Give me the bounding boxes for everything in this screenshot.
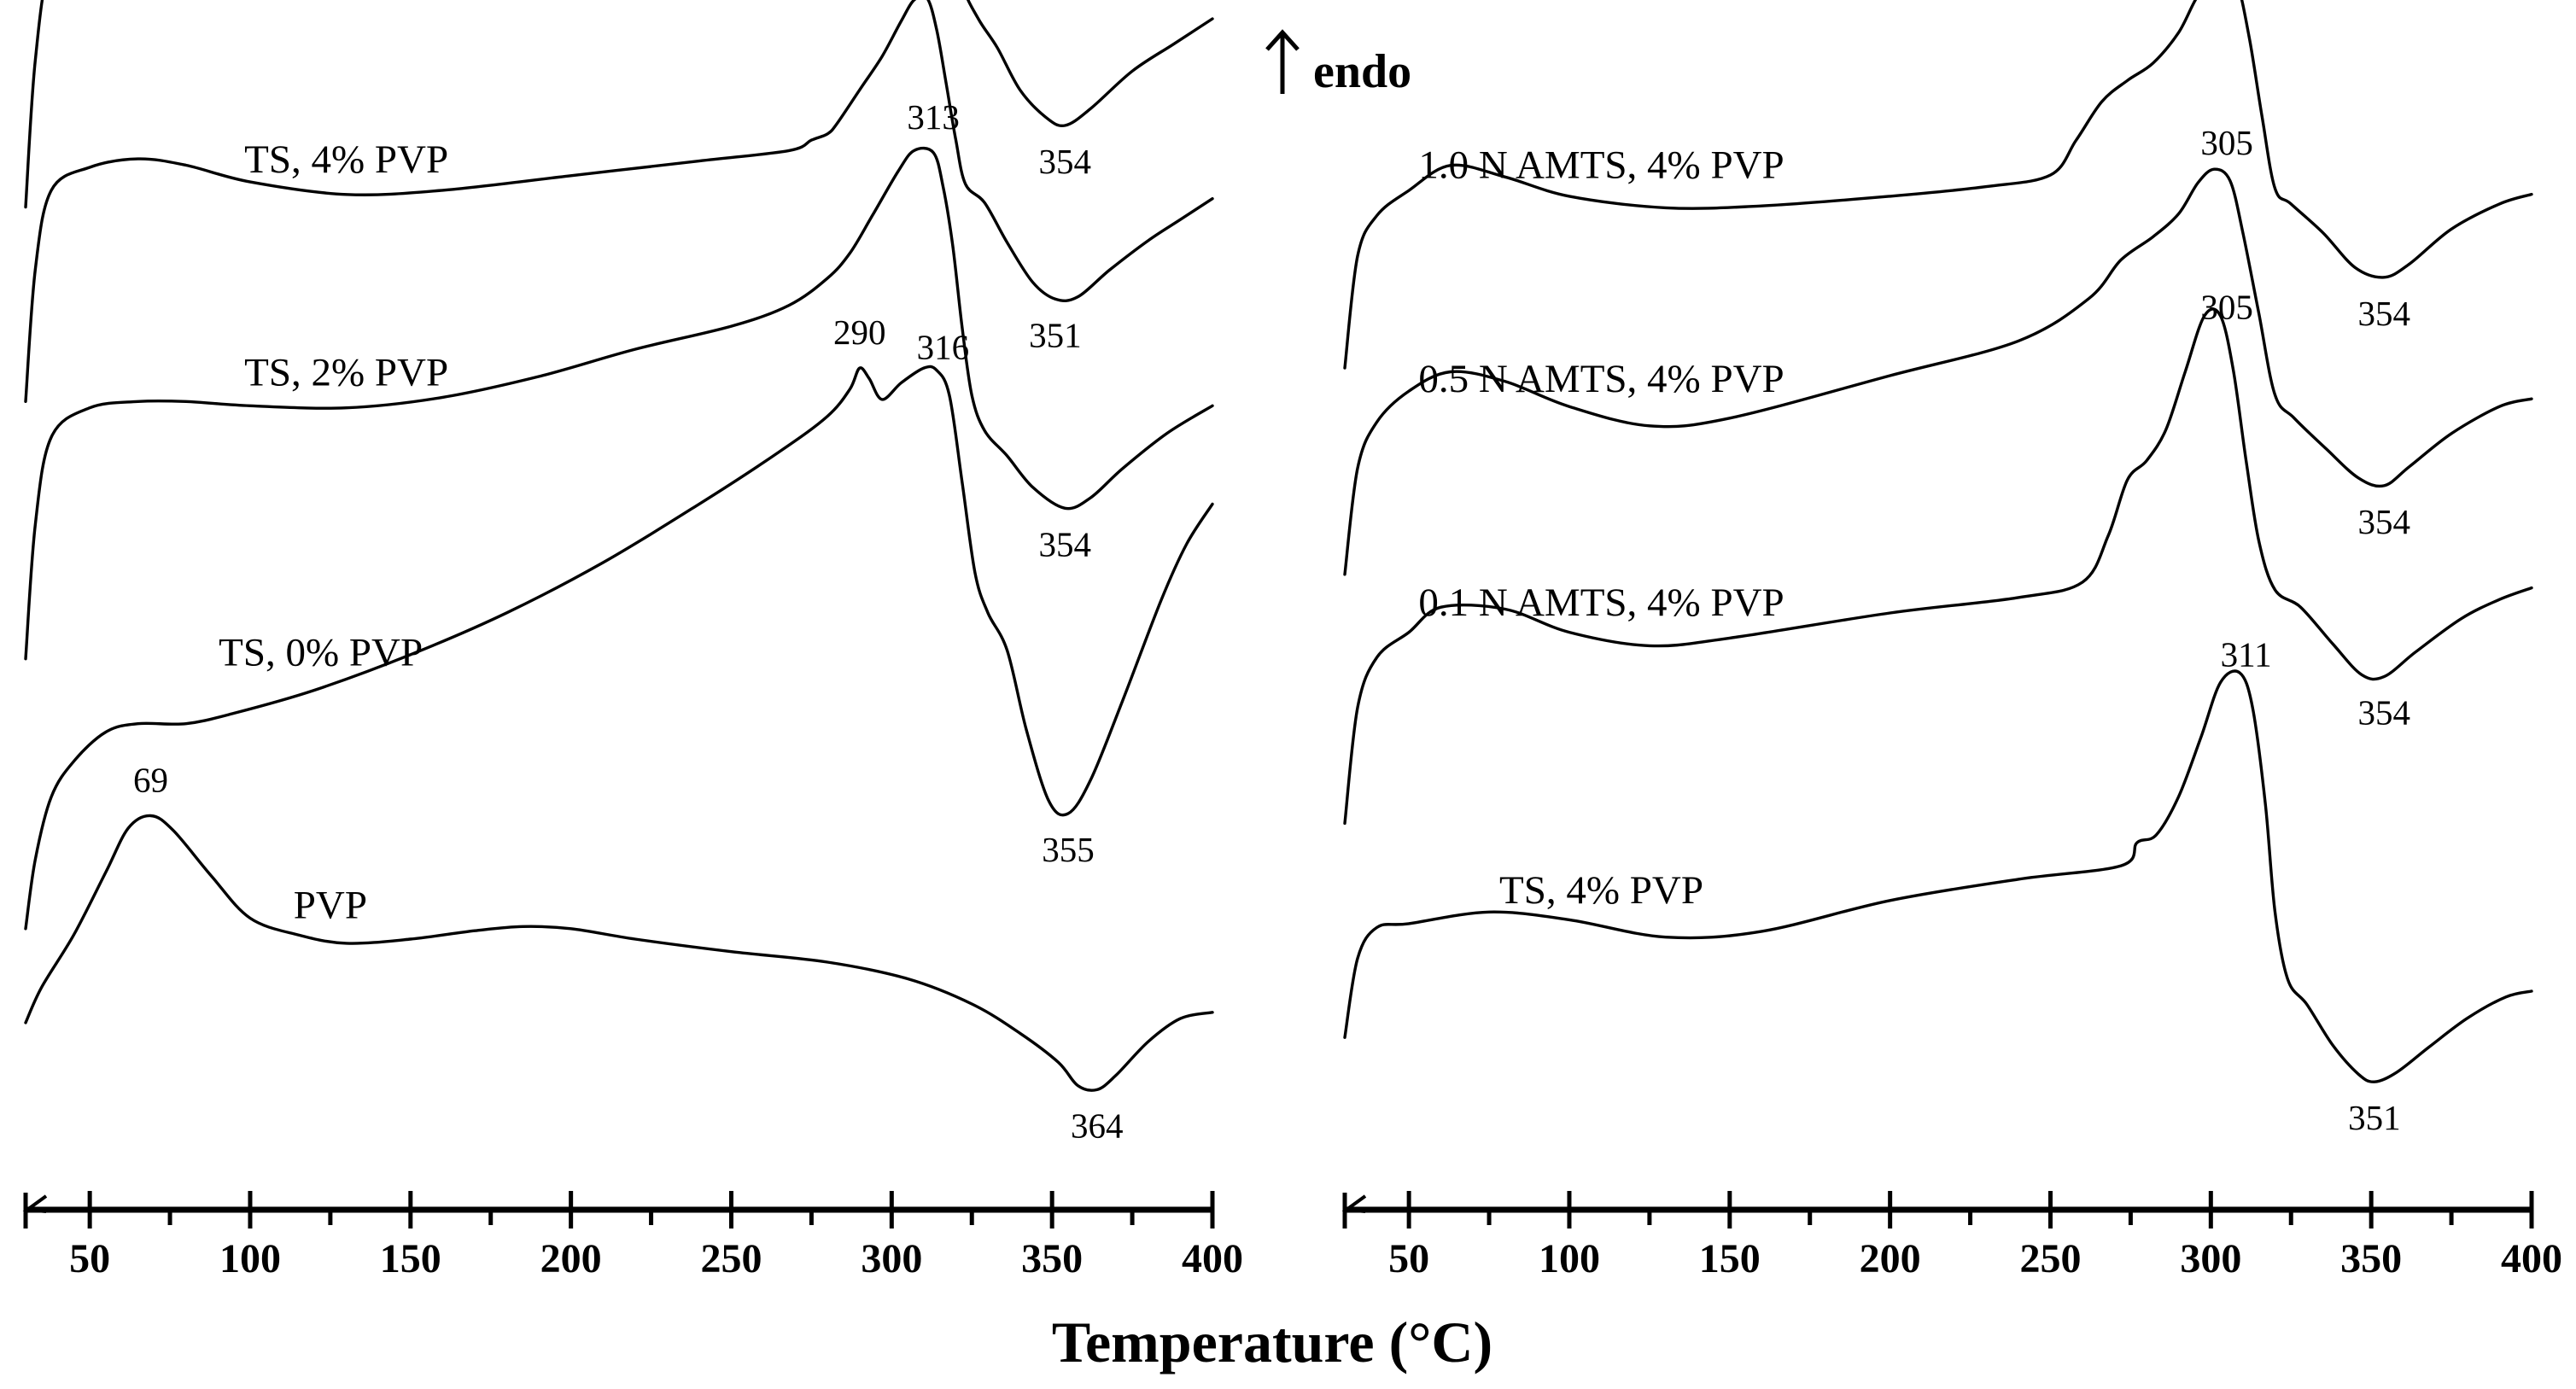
right-peak-label: 305 bbox=[2200, 288, 2253, 327]
right-peak-label: 354 bbox=[2357, 294, 2410, 333]
right-panel: 50 100 150 200 250 300 350 400 1.0 N AMTS, 4% PV… bbox=[1341, 0, 2562, 1281]
left-curve-0 bbox=[24, 0, 1214, 209]
left-peak-label: 313 bbox=[907, 97, 960, 137]
left-curve-1 bbox=[24, 0, 1214, 403]
left-tick-label: 200 bbox=[540, 1236, 602, 1281]
right-tick-label: 300 bbox=[2180, 1236, 2241, 1281]
left-tick-label: 50 bbox=[69, 1236, 110, 1281]
right-peak-label: 354 bbox=[2357, 502, 2410, 541]
endo-annotation: endo bbox=[1265, 29, 1411, 98]
left-peak-label: 290 bbox=[833, 312, 886, 352]
right-peak-label: 305 bbox=[2200, 123, 2253, 162]
left-panel: 50100150200250300350400TS, 6% PVP308354T… bbox=[22, 0, 1243, 1281]
right-tick-label: 250 bbox=[2019, 1236, 2081, 1281]
left-curve-3 bbox=[24, 365, 1214, 931]
right-tick-label: 100 bbox=[1539, 1236, 1600, 1281]
left-peak-label: 354 bbox=[1038, 142, 1091, 181]
right-curve-label: 0.1 N AMTS, 4% PVP bbox=[1418, 581, 1784, 625]
right-tick-label: 350 bbox=[2340, 1236, 2402, 1281]
left-peak-label: 316 bbox=[917, 327, 970, 366]
right-curve-label: 0.5 N AMTS, 4% PVP bbox=[1418, 357, 1784, 401]
left-tick-label: 400 bbox=[1182, 1236, 1243, 1281]
right-tick-label: 200 bbox=[1860, 1236, 1921, 1281]
right-peak-label: 354 bbox=[2357, 693, 2410, 732]
right-curve-3 bbox=[1343, 669, 2533, 1083]
left-peak-label: 351 bbox=[1029, 315, 1082, 354]
right-tick-label: 150 bbox=[1699, 1236, 1761, 1281]
left-curve-label: PVP bbox=[294, 884, 367, 928]
left-curve-label: TS, 0% PVP bbox=[219, 631, 423, 675]
right-curve-1 bbox=[1343, 167, 2533, 576]
left-peak-label: 364 bbox=[1071, 1106, 1124, 1145]
endo-arrow-icon bbox=[1265, 29, 1300, 94]
right-peak-label: 351 bbox=[2348, 1098, 2401, 1137]
right-curve-0 bbox=[1343, 0, 2533, 370]
right-tick-label: 400 bbox=[2501, 1236, 2562, 1281]
left-curve-4 bbox=[24, 814, 1214, 1092]
endo-label: endo bbox=[1313, 45, 1411, 98]
left-tick-label: 150 bbox=[380, 1236, 441, 1281]
left-curve-label: TS, 4% PVP bbox=[244, 137, 448, 182]
left-curve-2 bbox=[24, 146, 1214, 661]
left-tick-label: 350 bbox=[1021, 1236, 1083, 1281]
left-tick-label: 300 bbox=[861, 1236, 922, 1281]
left-peak-label: 69 bbox=[133, 760, 168, 799]
right-curve-2 bbox=[1343, 307, 2533, 826]
x-axis-title: Temperature (°C) bbox=[1052, 1310, 1492, 1374]
left-tick-label: 100 bbox=[219, 1236, 281, 1281]
left-peak-label: 354 bbox=[1038, 524, 1091, 563]
right-tick-label: 50 bbox=[1388, 1236, 1429, 1281]
left-curve-label: TS, 2% PVP bbox=[244, 351, 448, 395]
right-curve-label: TS, 4% PVP bbox=[1499, 868, 1703, 913]
right-peak-label: 311 bbox=[2221, 634, 2272, 674]
left-tick-label: 250 bbox=[700, 1236, 762, 1281]
left-peak-label: 355 bbox=[1042, 830, 1095, 869]
right-curve-label: 1.0 N AMTS, 4% PVP bbox=[1418, 143, 1784, 187]
